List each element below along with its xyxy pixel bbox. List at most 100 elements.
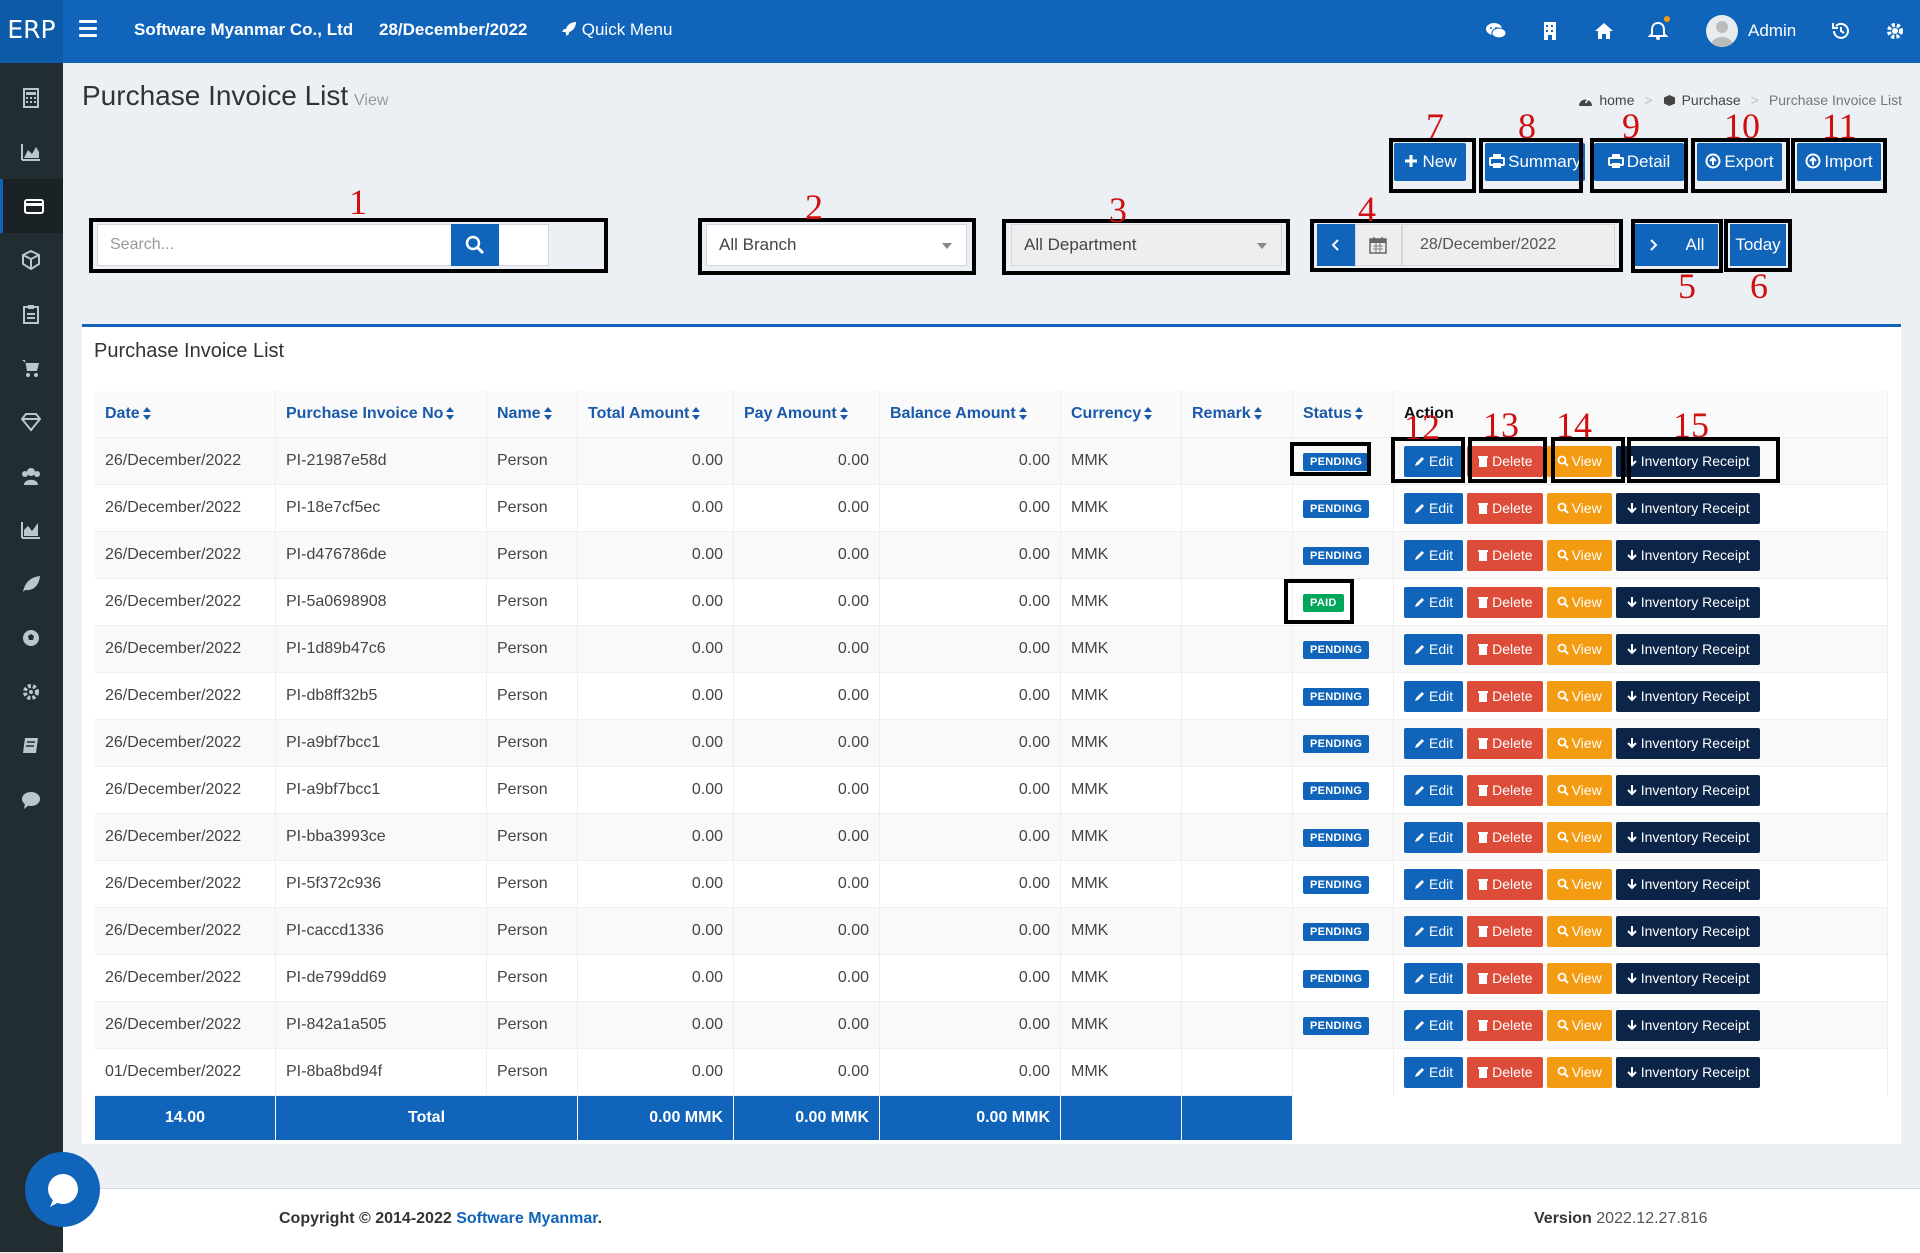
building-icon[interactable] <box>1535 16 1565 46</box>
view-button[interactable]: View <box>1546 727 1612 759</box>
edit-button[interactable]: Edit <box>1404 492 1464 524</box>
today-button[interactable]: Today <box>1730 224 1786 266</box>
user-name[interactable]: Admin <box>1748 21 1797 40</box>
view-button[interactable]: View <box>1546 633 1612 665</box>
view-button[interactable]: View <box>1546 492 1612 524</box>
edit-button[interactable]: Edit <box>1404 586 1464 618</box>
detail-button[interactable]: Detail <box>1594 143 1684 181</box>
department-select[interactable]: All Department <box>1011 224 1282 266</box>
delete-button[interactable]: Delete <box>1467 727 1543 759</box>
avatar[interactable] <box>1706 15 1738 47</box>
delete-button[interactable]: Delete <box>1467 774 1543 806</box>
sidebar-item-diamond[interactable] <box>0 395 63 449</box>
inventory-receipt-button[interactable]: Inventory Receipt <box>1615 539 1760 571</box>
column-header-remark[interactable]: Remark <box>1181 391 1293 438</box>
inventory-receipt-button[interactable]: Inventory Receipt <box>1615 492 1760 524</box>
delete-button[interactable]: Delete <box>1467 1009 1543 1041</box>
delete-button[interactable]: Delete <box>1467 492 1543 524</box>
new-button[interactable]: New <box>1394 143 1466 181</box>
hamburger-menu-icon[interactable] <box>79 20 97 42</box>
delete-button[interactable]: Delete <box>1467 539 1543 571</box>
sidebar-item-cube[interactable] <box>0 233 63 287</box>
inventory-receipt-button[interactable]: Inventory Receipt <box>1615 633 1760 665</box>
delete-button[interactable]: Delete <box>1467 633 1543 665</box>
breadcrumb-home[interactable]: home <box>1599 92 1635 108</box>
delete-button[interactable]: Delete <box>1467 1056 1543 1088</box>
view-button[interactable]: View <box>1546 445 1612 477</box>
sidebar-item-users[interactable] <box>0 449 63 503</box>
edit-button[interactable]: Edit <box>1404 680 1464 712</box>
edit-button[interactable]: Edit <box>1404 774 1464 806</box>
history-icon[interactable] <box>1826 16 1856 46</box>
sidebar-item-cart[interactable] <box>0 341 63 395</box>
view-button[interactable]: View <box>1546 821 1612 853</box>
edit-button[interactable]: Edit <box>1404 868 1464 900</box>
delete-button[interactable]: Delete <box>1467 915 1543 947</box>
previous-date-button[interactable] <box>1317 224 1355 266</box>
view-button[interactable]: View <box>1546 539 1612 571</box>
sidebar-item-clipboard[interactable] <box>0 287 63 341</box>
delete-button[interactable]: Delete <box>1467 586 1543 618</box>
delete-button[interactable]: Delete <box>1467 680 1543 712</box>
view-button[interactable]: View <box>1546 680 1612 712</box>
view-button[interactable]: View <box>1546 586 1612 618</box>
delete-button[interactable]: Delete <box>1467 962 1543 994</box>
edit-button[interactable]: Edit <box>1404 633 1464 665</box>
view-button[interactable]: View <box>1546 1056 1612 1088</box>
delete-button[interactable]: Delete <box>1467 445 1543 477</box>
date-input[interactable]: 28/December/2022 <box>1402 224 1615 266</box>
view-button[interactable]: View <box>1546 868 1612 900</box>
calendar-addon[interactable] <box>1355 224 1402 266</box>
inventory-receipt-button[interactable]: Inventory Receipt <box>1615 1056 1760 1088</box>
edit-button[interactable]: Edit <box>1404 539 1464 571</box>
quick-menu-link[interactable]: Quick Menu <box>561 20 672 40</box>
edit-button[interactable]: Edit <box>1404 445 1464 477</box>
inventory-receipt-button[interactable]: Inventory Receipt <box>1615 962 1760 994</box>
all-dates-button[interactable]: All <box>1672 224 1718 266</box>
inventory-receipt-button[interactable]: Inventory Receipt <box>1615 1009 1760 1041</box>
inventory-receipt-button[interactable]: Inventory Receipt <box>1615 774 1760 806</box>
inventory-receipt-button[interactable]: Inventory Receipt <box>1615 915 1760 947</box>
search-button[interactable] <box>451 224 499 266</box>
summary-button[interactable]: Summary <box>1485 143 1585 181</box>
column-header-status[interactable]: Status <box>1292 391 1394 438</box>
edit-button[interactable]: Edit <box>1404 727 1464 759</box>
inventory-receipt-button[interactable]: Inventory Receipt <box>1615 821 1760 853</box>
chat-widget-button[interactable] <box>25 1152 100 1227</box>
sidebar-item-leaf[interactable] <box>0 557 63 611</box>
view-button[interactable]: View <box>1546 962 1612 994</box>
edit-button[interactable]: Edit <box>1404 962 1464 994</box>
edit-button[interactable]: Edit <box>1404 821 1464 853</box>
sidebar-item-area-chart[interactable] <box>0 125 63 179</box>
column-header-currency[interactable]: Currency <box>1060 391 1182 438</box>
settings-gear-icon[interactable] <box>1880 16 1910 46</box>
home-icon[interactable] <box>1589 16 1619 46</box>
import-button[interactable]: Import <box>1797 143 1881 181</box>
view-button[interactable]: View <box>1546 915 1612 947</box>
inventory-receipt-button[interactable]: Inventory Receipt <box>1615 868 1760 900</box>
column-header-balance-amount[interactable]: Balance Amount <box>879 391 1061 438</box>
column-header-name[interactable]: Name <box>486 391 578 438</box>
company-link[interactable]: Software Myanmar <box>456 1210 598 1227</box>
breadcrumb-purchase[interactable]: Purchase <box>1681 92 1741 108</box>
delete-button[interactable]: Delete <box>1467 868 1543 900</box>
inventory-receipt-button[interactable]: Inventory Receipt <box>1615 586 1760 618</box>
column-header-date[interactable]: Date <box>95 391 276 438</box>
sidebar-item-book[interactable] <box>0 719 63 773</box>
wechat-icon[interactable] <box>1481 16 1511 46</box>
sidebar-item-credit-card[interactable] <box>0 179 63 233</box>
delete-button[interactable]: Delete <box>1467 821 1543 853</box>
edit-button[interactable]: Edit <box>1404 915 1464 947</box>
column-header-invoice-no[interactable]: Purchase Invoice No <box>275 391 487 438</box>
notification-bell-icon[interactable] <box>1643 16 1673 46</box>
sidebar-item-calculator[interactable] <box>0 71 63 125</box>
column-header-total-amount[interactable]: Total Amount <box>577 391 734 438</box>
sidebar-item-bar-chart[interactable] <box>0 503 63 557</box>
brand-logo[interactable]: ERP <box>0 0 63 63</box>
edit-button[interactable]: Edit <box>1404 1009 1464 1041</box>
sidebar-item-settings[interactable] <box>0 665 63 719</box>
export-button[interactable]: Export <box>1697 143 1782 181</box>
edit-button[interactable]: Edit <box>1404 1056 1464 1088</box>
inventory-receipt-button[interactable]: Inventory Receipt <box>1615 727 1760 759</box>
column-header-pay-amount[interactable]: Pay Amount <box>733 391 880 438</box>
